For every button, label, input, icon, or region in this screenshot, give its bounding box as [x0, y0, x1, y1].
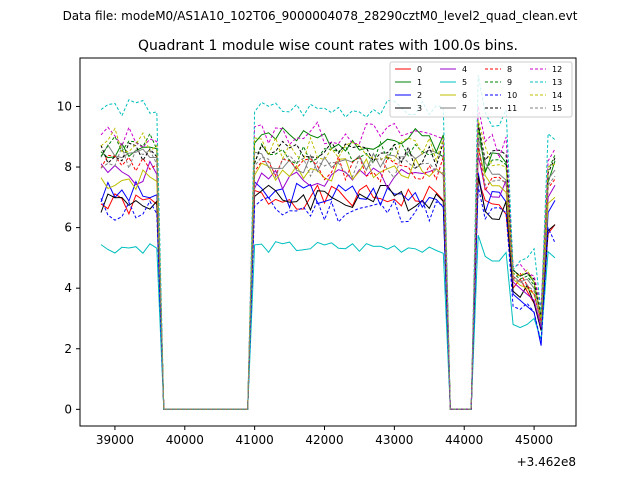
y-tick-label: 6	[64, 221, 72, 235]
legend-label-7: 7	[462, 104, 467, 113]
y-tick-label: 8	[64, 160, 72, 174]
series-line-8	[100, 144, 556, 410]
legend-label-1: 1	[417, 78, 422, 87]
x-tick-label: 43000	[375, 433, 413, 447]
legend-label-0: 0	[417, 65, 422, 74]
legend-label-13: 13	[552, 78, 562, 87]
legend-label-15: 15	[552, 104, 562, 113]
legend-label-3: 3	[417, 104, 422, 113]
legend-box	[389, 61, 573, 118]
y-axis: 0 2 4 6 8 10	[57, 99, 80, 416]
x-tick-label: 45000	[515, 433, 553, 447]
y-tick-label: 10	[57, 99, 72, 113]
legend-label-10: 10	[507, 91, 517, 100]
legend-label-12: 12	[552, 65, 562, 74]
x-tick-label: 40000	[166, 433, 204, 447]
data-file-header: Data file: modeM0/AS1A10_102T06_90000040…	[63, 9, 578, 23]
legend-label-4: 4	[462, 65, 467, 74]
legend-label-11: 11	[507, 104, 517, 113]
chart-title: Quadrant 1 module wise count rates with …	[138, 38, 518, 54]
series-line-14	[100, 120, 556, 410]
plot-frame	[79, 57, 577, 427]
legend-label-6: 6	[462, 91, 467, 100]
series-line-0	[100, 179, 556, 410]
x-tick-label: 44000	[445, 433, 483, 447]
series-line-10	[100, 186, 556, 410]
x-axis: 39000 40000 41000 42000 43000 44000 45000	[96, 426, 553, 447]
x-offset-label: +3.462e8	[517, 455, 576, 469]
y-tick-label: 0	[64, 402, 72, 416]
legend-label-14: 14	[552, 91, 562, 100]
series-line-13	[100, 74, 556, 410]
legend-label-8: 8	[507, 65, 512, 74]
legend-label-9: 9	[507, 78, 512, 87]
series-line-9	[100, 127, 556, 410]
x-tick-label: 39000	[96, 433, 134, 447]
series-line-5	[100, 235, 556, 410]
legend-label-2: 2	[417, 91, 422, 100]
series-line-11	[100, 123, 556, 410]
y-tick-label: 2	[64, 342, 72, 356]
series-line-1	[100, 123, 556, 410]
series-lines	[100, 74, 556, 410]
series-line-4	[100, 154, 556, 410]
series-line-2	[100, 172, 556, 410]
x-tick-label: 42000	[305, 433, 343, 447]
x-tick-label: 41000	[236, 433, 274, 447]
legend-label-5: 5	[462, 78, 467, 87]
y-tick-label: 4	[64, 281, 72, 295]
